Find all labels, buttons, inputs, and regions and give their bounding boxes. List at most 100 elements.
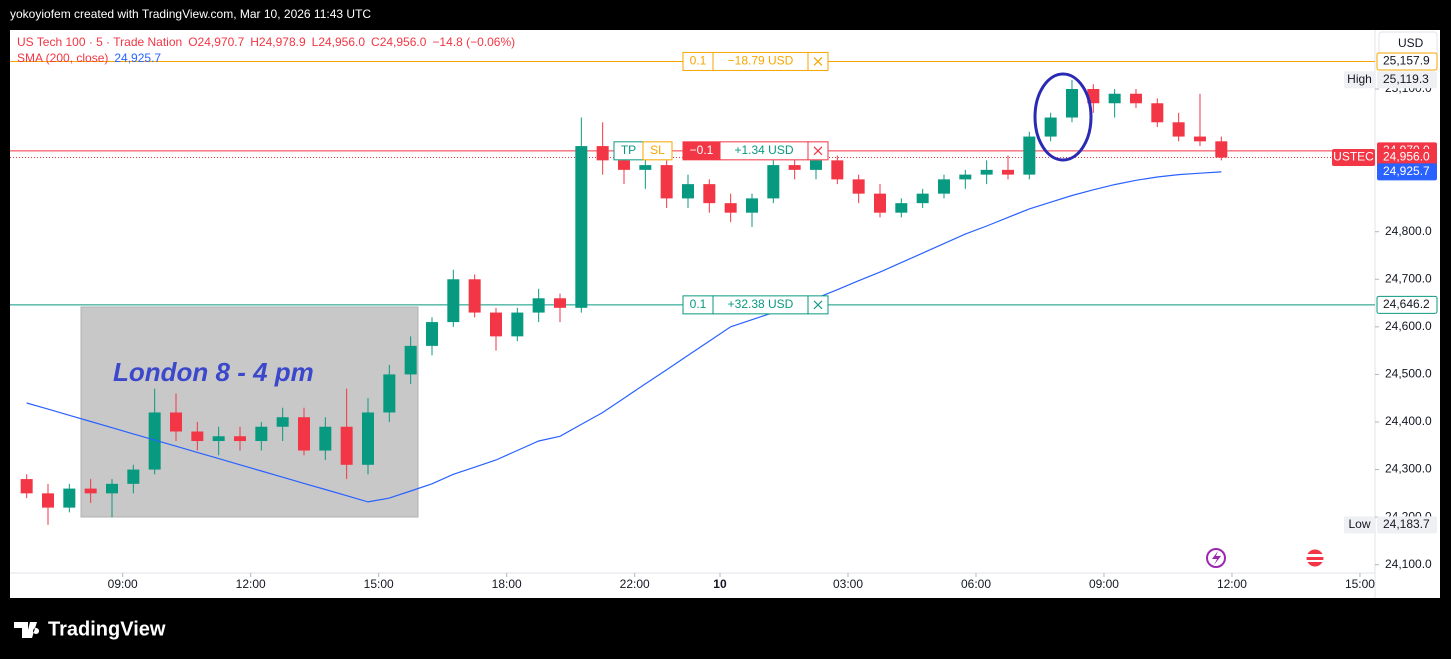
candle-body [916, 193, 929, 204]
candle-body [105, 483, 118, 494]
x-tick-label: 15:00 [1345, 577, 1375, 591]
candle-body [937, 179, 950, 194]
flag-icon[interactable] [1305, 548, 1325, 568]
candle-body [959, 174, 972, 180]
candle-body [1215, 141, 1228, 158]
price-tag-label: USTEC [1333, 150, 1374, 164]
x-tick-label: 09:00 [1089, 577, 1119, 591]
candle-body [383, 374, 396, 413]
price-tag-label: High [1347, 72, 1372, 86]
tp-label: TP [621, 143, 636, 157]
highlight-ellipse [1033, 72, 1093, 162]
session-box [80, 306, 419, 518]
candle-body [468, 279, 481, 313]
order-box: 0.1 +32.38 USD [682, 295, 829, 315]
price-badge-label: 24,956.0 [1383, 150, 1430, 164]
candle-body [63, 488, 76, 508]
sl-button [642, 141, 673, 161]
candle-body [831, 160, 844, 180]
candle-body [553, 298, 566, 308]
candle-body [809, 160, 822, 170]
y-tick-label: 24,400.0 [1385, 414, 1432, 428]
candle-body [980, 169, 993, 175]
flag-stripe [1306, 560, 1324, 562]
candle-body [703, 184, 716, 204]
candle-body [1193, 136, 1206, 142]
price-badge [1377, 163, 1437, 181]
y-tick-label: 24,300.0 [1385, 462, 1432, 476]
header: yokoyiofem created with TradingView.com,… [10, 7, 371, 21]
candle-body [788, 165, 801, 170]
price-badge-label: 24,646.2 [1383, 297, 1430, 311]
candle-body [745, 198, 758, 213]
candle-body [660, 165, 673, 199]
candle-body [41, 493, 54, 508]
legend-close: C24,956.0 [371, 35, 427, 49]
event-icon-bolt [1212, 551, 1221, 565]
candle-body [767, 165, 780, 199]
order-close-icon [813, 300, 823, 310]
x-tick-label: 03:00 [833, 577, 863, 591]
candle-body [1129, 93, 1142, 104]
brand-name: TradingView [48, 618, 166, 640]
price-badge-label: 24,925.7 [1383, 164, 1430, 178]
candle-body [404, 345, 417, 375]
price-badge-label: 24,183.7 [1383, 517, 1430, 531]
candle-body [148, 412, 161, 470]
x-tick-label: 09:00 [108, 577, 138, 591]
price-badge [1377, 71, 1437, 89]
x-tick-label: 12:00 [236, 577, 266, 591]
y-tick-label: 24,100.0 [1385, 557, 1432, 571]
candle-body [724, 203, 737, 213]
candle-body [575, 146, 588, 308]
y-tick-label: 24,800.0 [1385, 224, 1432, 238]
x-tick-label: 15:00 [364, 577, 394, 591]
legend-change: −14.8 (−0.06%) [432, 35, 515, 49]
event-icon[interactable] [1206, 548, 1226, 568]
candle-body [1023, 136, 1036, 175]
candle-body [84, 488, 97, 494]
order-qty-label: 0.1 [690, 297, 707, 311]
price-tag-label: Low [1348, 517, 1370, 531]
legend-high: H24,978.9 [250, 35, 306, 49]
candle-body [1151, 103, 1164, 123]
legend-low: L24,956.0 [312, 35, 366, 49]
candle-body [1172, 122, 1185, 137]
y-tick-label: 24,600.0 [1385, 319, 1432, 333]
currency-label[interactable]: USD [1398, 36, 1424, 50]
legend-sma-value: 24,925.7 [114, 51, 161, 65]
session-label: London 8 - 4 pm [113, 357, 314, 387]
order-close-icon [813, 146, 823, 156]
price-badge-label: 25,157.9 [1383, 54, 1430, 68]
candle-body [127, 469, 140, 484]
brand-logo [14, 622, 40, 638]
order-box: TP SL −0.1 +1.34 USD [613, 141, 829, 161]
legend-open: O24,970.7 [188, 35, 244, 49]
candle-body [340, 426, 353, 465]
candle-body [511, 312, 524, 337]
order-close-icon [813, 57, 823, 66]
price-tag [1344, 516, 1375, 534]
candle-body [639, 165, 652, 170]
candle-body [233, 436, 246, 442]
price-badge-label: 25,119.3 [1383, 72, 1429, 86]
price-tag [1344, 71, 1375, 89]
candle-body [169, 412, 182, 432]
candle-body [532, 298, 545, 313]
x-tick-label: 22:00 [620, 577, 650, 591]
x-tick-label: 06:00 [961, 577, 991, 591]
candle-body [447, 279, 460, 323]
candle-body [191, 431, 204, 442]
candle-body [1001, 169, 1014, 175]
candle-body [596, 146, 609, 161]
candle-body [681, 184, 694, 199]
candle-body [1087, 88, 1100, 104]
candle-body [489, 312, 502, 337]
candle-body [617, 160, 630, 170]
candle-body [1065, 88, 1078, 118]
candle-body [297, 417, 310, 451]
candle-body [425, 322, 438, 346]
candle-body [319, 426, 332, 451]
candle-body [895, 203, 908, 213]
